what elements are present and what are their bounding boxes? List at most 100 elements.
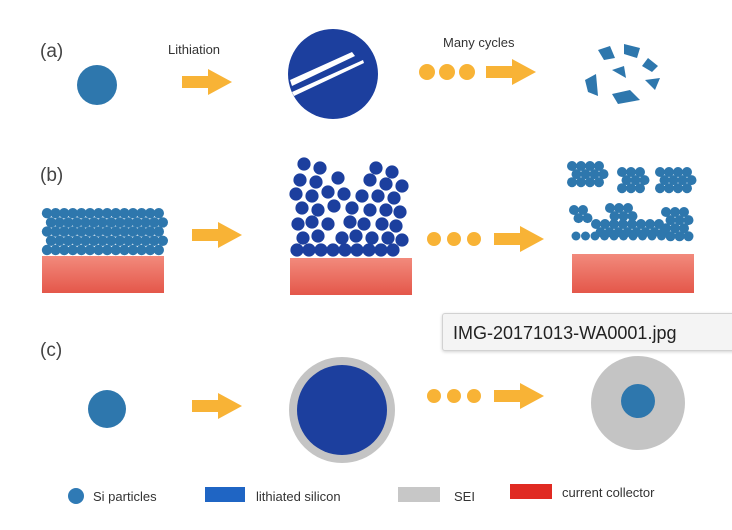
particle [114, 235, 126, 246]
particle [153, 208, 164, 219]
particle [576, 177, 586, 188]
particle [110, 208, 122, 219]
particle [636, 219, 646, 229]
particle [153, 226, 164, 237]
particle [576, 161, 586, 171]
arrow-icon [494, 226, 544, 252]
particle [71, 235, 83, 246]
particle [93, 226, 104, 237]
particle [594, 161, 604, 171]
particle [41, 244, 53, 256]
particle [343, 215, 357, 229]
particle [93, 244, 104, 256]
particle [110, 226, 122, 237]
particle [567, 161, 577, 171]
particle [626, 167, 636, 177]
particle [594, 177, 604, 188]
particle [395, 179, 409, 193]
particle [567, 177, 577, 188]
particle [293, 173, 307, 187]
cracked-lithiated-particle [288, 29, 378, 119]
particle-with-thick-sei [591, 356, 685, 450]
particle [395, 233, 409, 247]
particle [102, 244, 113, 256]
particle [106, 235, 117, 246]
particle [58, 226, 70, 237]
particle [106, 217, 117, 228]
particle [682, 183, 692, 194]
particle [140, 217, 151, 228]
current-collector [572, 254, 694, 293]
particle [666, 231, 676, 241]
particle [618, 219, 628, 229]
particle [62, 217, 74, 228]
si-particle [88, 390, 126, 428]
particle [327, 199, 341, 213]
particle [297, 157, 311, 171]
particle [50, 244, 61, 256]
particle [379, 177, 393, 191]
particle [598, 169, 609, 180]
particle [355, 189, 369, 203]
dots-icon [427, 232, 481, 246]
particle [617, 167, 627, 177]
particle [627, 211, 638, 222]
lithiated-silicon-icon [205, 487, 245, 502]
particle [296, 231, 310, 245]
arrow-icon [486, 59, 536, 85]
particle [365, 231, 379, 245]
particle [665, 215, 676, 226]
particle [668, 175, 679, 186]
particle [664, 183, 674, 194]
particle [97, 235, 108, 246]
particle [345, 201, 359, 215]
panel-c-label: (c) [40, 340, 62, 361]
particle [655, 167, 665, 177]
particle [638, 231, 647, 241]
particle [41, 208, 53, 219]
particle [379, 203, 393, 217]
particle [362, 243, 376, 257]
particle [76, 244, 87, 256]
particle [659, 175, 670, 186]
particle [71, 217, 83, 228]
particle [58, 208, 70, 219]
particle [145, 226, 156, 237]
particle [76, 208, 87, 219]
particle [682, 167, 692, 177]
particle [119, 244, 130, 256]
particle [145, 244, 156, 256]
particle [54, 217, 65, 228]
particle [80, 217, 91, 228]
particle [84, 208, 96, 219]
particle [371, 189, 385, 203]
particle [149, 235, 160, 246]
lithiation-label: Lithiation [168, 42, 220, 57]
particle [614, 203, 624, 213]
particle [683, 215, 694, 226]
particle [290, 243, 304, 257]
particle [647, 231, 657, 241]
particle [335, 231, 349, 245]
particle [331, 171, 345, 185]
particle [639, 175, 650, 186]
particle [302, 243, 316, 257]
particle [618, 211, 629, 222]
particle [657, 231, 666, 241]
arrow-icon [182, 69, 232, 95]
particle [136, 208, 147, 219]
particle [578, 205, 588, 215]
particle [119, 208, 130, 219]
particle [580, 169, 591, 180]
particle [311, 203, 325, 217]
particle [585, 161, 595, 171]
si-particle [77, 65, 117, 105]
particle [679, 207, 689, 217]
particle [88, 235, 100, 246]
particle [136, 244, 147, 256]
particle [609, 231, 619, 241]
particle [131, 235, 143, 246]
particle [114, 217, 126, 228]
particle [664, 167, 674, 177]
particle [157, 217, 168, 228]
